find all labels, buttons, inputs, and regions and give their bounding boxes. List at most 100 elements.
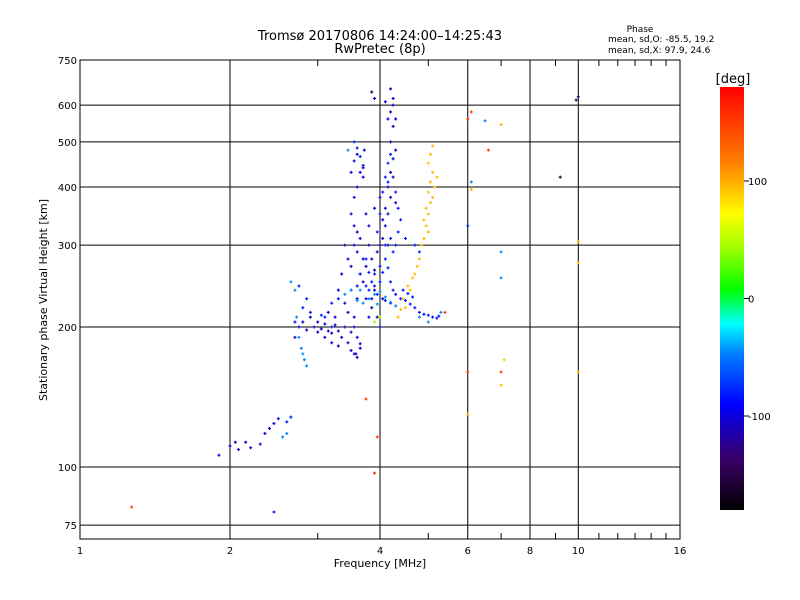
- data-point: [391, 175, 395, 179]
- data-point: [330, 341, 334, 345]
- data-point: [426, 212, 430, 216]
- data-point: [399, 218, 403, 222]
- data-point: [408, 288, 412, 292]
- data-point: [228, 444, 232, 448]
- data-point: [406, 284, 410, 288]
- data-point: [466, 224, 470, 228]
- data-point: [499, 370, 503, 374]
- data-point: [576, 261, 580, 265]
- colorbar-tick-label: 100: [748, 177, 767, 188]
- data-point: [375, 315, 379, 319]
- data-point: [293, 288, 297, 292]
- data-point: [378, 243, 382, 247]
- data-point: [358, 346, 362, 350]
- data-point: [378, 280, 382, 284]
- data-point: [386, 117, 390, 121]
- data-point: [426, 190, 430, 194]
- data-point: [431, 170, 435, 174]
- data-point: [435, 175, 439, 179]
- data-point: [267, 426, 271, 430]
- data-point: [289, 280, 293, 284]
- data-point: [411, 276, 415, 280]
- data-point: [499, 383, 503, 387]
- data-point: [276, 417, 280, 421]
- colorbar-tick-label: -100: [748, 412, 771, 423]
- data-point: [333, 323, 337, 327]
- data-point: [437, 314, 441, 318]
- x-tick-label: 1: [77, 546, 83, 557]
- data-point: [367, 288, 371, 292]
- data-point: [389, 300, 393, 304]
- data-point: [361, 257, 365, 261]
- data-point: [349, 330, 353, 334]
- data-point: [272, 422, 276, 426]
- data-point: [358, 288, 362, 292]
- data-point: [391, 96, 395, 100]
- data-point: [389, 110, 393, 114]
- data-point: [355, 355, 359, 359]
- data-point: [431, 195, 435, 199]
- data-point: [293, 335, 297, 339]
- data-point: [312, 325, 316, 329]
- data-point: [394, 148, 398, 152]
- data-point: [361, 280, 365, 284]
- data-point: [346, 257, 350, 261]
- data-point: [358, 170, 362, 174]
- data-point: [361, 175, 365, 179]
- data-point: [358, 236, 362, 240]
- data-point: [375, 250, 379, 254]
- data-point: [370, 257, 374, 261]
- data-point: [293, 320, 297, 324]
- data-point: [355, 152, 359, 156]
- data-point: [364, 397, 368, 401]
- data-point: [323, 335, 327, 339]
- data-point: [373, 268, 377, 272]
- data-point: [370, 306, 374, 310]
- data-point: [281, 435, 285, 439]
- data-point: [343, 292, 347, 296]
- data-point: [483, 119, 487, 123]
- data-point: [576, 370, 580, 374]
- data-point: [346, 310, 350, 314]
- data-point: [346, 148, 350, 152]
- data-point: [383, 243, 387, 247]
- data-point: [417, 310, 421, 314]
- colorbar: [720, 87, 744, 510]
- data-point: [383, 206, 387, 210]
- data-point: [502, 358, 506, 362]
- data-point: [381, 270, 385, 274]
- data-point: [343, 301, 347, 305]
- colorbar-ticks: 100 0 -100: [744, 177, 771, 423]
- y-tick-label: 500: [58, 138, 77, 149]
- data-point: [373, 284, 377, 288]
- data-point: [217, 453, 221, 457]
- data-point: [297, 284, 301, 288]
- data-point: [297, 335, 301, 339]
- data-point: [373, 288, 377, 292]
- data-point: [340, 272, 344, 276]
- data-point: [420, 243, 424, 247]
- data-point: [403, 236, 407, 240]
- data-point: [383, 224, 387, 228]
- phase-box-heading: Phase: [627, 25, 654, 35]
- data-point: [336, 297, 340, 301]
- data-point: [381, 236, 385, 240]
- data-point: [378, 195, 382, 199]
- data-point: [431, 315, 435, 319]
- data-point: [373, 292, 377, 296]
- data-point: [355, 250, 359, 254]
- data-point: [305, 297, 309, 301]
- data-point: [403, 306, 407, 310]
- data-point: [258, 442, 262, 446]
- data-point: [301, 320, 305, 324]
- data-point: [323, 322, 327, 326]
- data-point: [352, 224, 356, 228]
- data-point: [330, 331, 334, 335]
- data-point: [364, 212, 368, 216]
- data-point: [367, 297, 371, 301]
- data-point: [413, 272, 417, 276]
- data-point: [386, 243, 390, 247]
- data-point: [340, 335, 344, 339]
- data-point: [336, 344, 340, 348]
